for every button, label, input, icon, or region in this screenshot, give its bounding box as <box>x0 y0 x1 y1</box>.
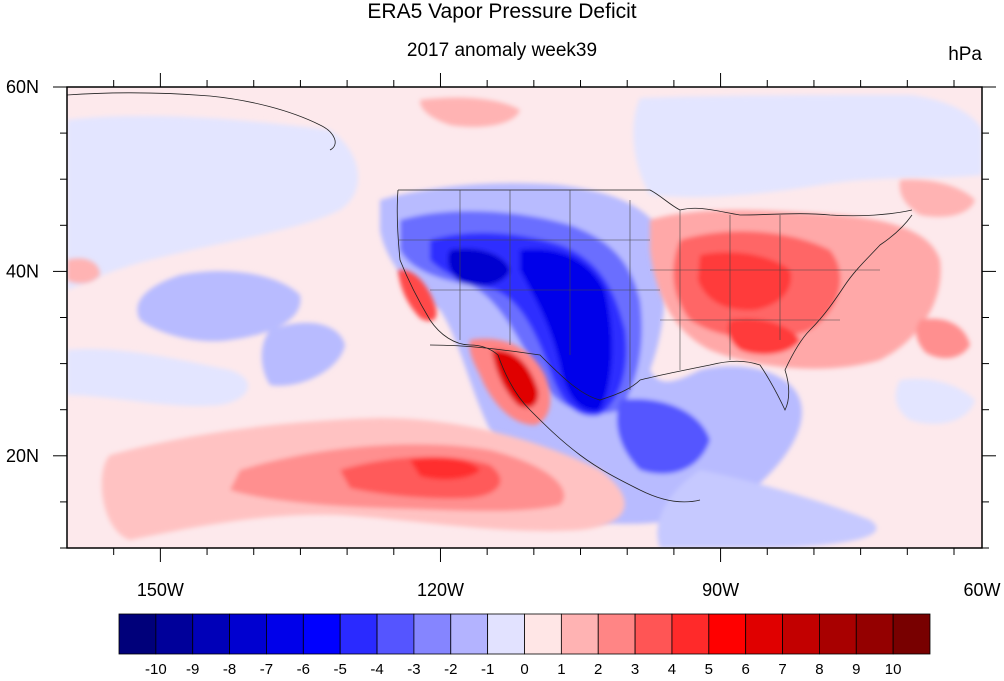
map-title: ERA5 Vapor Pressure Deficit <box>367 0 637 23</box>
colorbar-label: 1 <box>557 661 565 678</box>
colorbar-swatch <box>524 613 562 655</box>
colorbar-swatch <box>560 613 599 655</box>
y-tick-label: 40N <box>6 261 39 281</box>
colorbar-label: -5 <box>334 661 347 678</box>
colorbar-label: -3 <box>407 661 420 678</box>
map-subtitle: 2017 anomaly week39 <box>406 40 598 61</box>
colorbar-swatch <box>671 613 710 655</box>
axis-ticks <box>53 73 996 562</box>
colorbar-label: 0 <box>520 661 528 678</box>
colorbar-label: -2 <box>444 661 457 678</box>
x-tick-label: 60W <box>963 580 1000 600</box>
x-tick-label: 90W <box>702 580 739 600</box>
units-label: hPa <box>948 44 982 65</box>
state-borders <box>398 190 880 390</box>
coastlines <box>67 92 913 503</box>
colorbar-swatch <box>745 613 783 655</box>
colorbar-swatch <box>782 613 820 655</box>
colorbar-swatch <box>819 613 857 655</box>
colorbar-swatch <box>155 613 194 655</box>
x-tick-label: 150W <box>137 580 184 600</box>
colorbar-label: 4 <box>668 661 676 678</box>
y-tick-label: 20N <box>6 446 39 466</box>
colorbar-label: -7 <box>260 661 273 678</box>
colorbar-swatch <box>487 613 525 655</box>
colorbar-label: -6 <box>297 661 310 678</box>
colorbar-label: 6 <box>742 661 750 678</box>
colorbar-label: 10 <box>885 661 902 678</box>
colorbar-label: -4 <box>370 661 383 678</box>
x-tick-label: 120W <box>417 580 464 600</box>
colorbar-swatch <box>118 613 157 655</box>
anomaly-field <box>67 87 982 548</box>
colorbar-label: -8 <box>223 661 236 678</box>
colorbar-swatch <box>192 613 230 655</box>
colorbar-label: 9 <box>852 661 860 678</box>
colorbar-swatch <box>597 613 636 655</box>
colorbar-swatch <box>450 613 489 655</box>
colorbar-swatch <box>302 613 341 655</box>
colorbar-label: -1 <box>481 661 494 678</box>
axis-labels: 150W 120W 90W 60W 60N 40N 20N <box>6 77 1001 600</box>
colorbar-swatch <box>855 613 894 655</box>
positive-anomaly-regions <box>67 97 975 540</box>
colorbar-label: 8 <box>815 661 823 678</box>
colorbar-swatch <box>229 613 267 655</box>
colorbar-label: -9 <box>186 661 199 678</box>
colorbar-label: 5 <box>705 661 713 678</box>
colorbar-swatch <box>413 613 452 655</box>
colorbar-labels: -10 -9 -8 -7 -6 -5 -4 -3 -2 -1 0 1 2 3 4 5 6 7 8 9 10 <box>145 661 901 678</box>
colorbar-swatch <box>339 613 378 655</box>
colorbar-label: 7 <box>778 661 786 678</box>
colorbar-swatch <box>892 613 931 655</box>
colorbar-swatch <box>708 613 747 655</box>
y-tick-label: 60N <box>6 77 39 97</box>
colorbar-swatch <box>376 613 415 655</box>
colorbar-swatch <box>266 613 304 655</box>
colorbar-swatch <box>634 613 673 655</box>
negative-anomaly-regions <box>67 95 982 548</box>
colorbar-label: -10 <box>145 661 167 678</box>
colorbar-label: 3 <box>631 661 639 678</box>
colorbar <box>118 613 931 655</box>
colorbar-label: 2 <box>594 661 602 678</box>
